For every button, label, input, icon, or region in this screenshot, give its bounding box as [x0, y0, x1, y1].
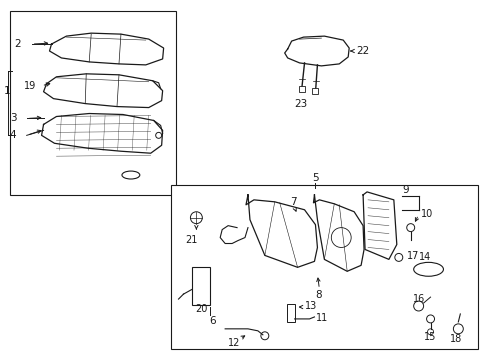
- Text: 15: 15: [423, 332, 435, 342]
- Text: 20: 20: [195, 304, 207, 314]
- Bar: [170, 185, 477, 349]
- Text: 22: 22: [355, 46, 368, 56]
- Text: 23: 23: [294, 99, 307, 109]
- Bar: [298, 86, 304, 92]
- Text: 2: 2: [14, 39, 20, 49]
- Text: 9: 9: [402, 185, 408, 195]
- Text: 5: 5: [311, 173, 318, 183]
- Text: 13: 13: [304, 301, 316, 311]
- Text: 10: 10: [420, 209, 432, 219]
- Text: 8: 8: [315, 290, 322, 300]
- Bar: [312, 88, 318, 94]
- Text: 1: 1: [4, 86, 10, 96]
- Text: 19: 19: [24, 81, 36, 91]
- Bar: [192, 267, 210, 305]
- Text: 11: 11: [316, 313, 328, 323]
- Text: 21: 21: [185, 234, 198, 244]
- Text: 17: 17: [406, 251, 418, 261]
- Text: 18: 18: [449, 334, 462, 344]
- Text: 14: 14: [418, 252, 430, 262]
- Text: 7: 7: [289, 197, 296, 207]
- Bar: [10, 11, 175, 195]
- Text: 16: 16: [412, 294, 424, 304]
- Text: 6: 6: [209, 316, 216, 326]
- Text: 4: 4: [10, 130, 17, 140]
- Text: 3: 3: [10, 113, 17, 123]
- Bar: [286, 304, 294, 322]
- Text: 12: 12: [228, 338, 240, 348]
